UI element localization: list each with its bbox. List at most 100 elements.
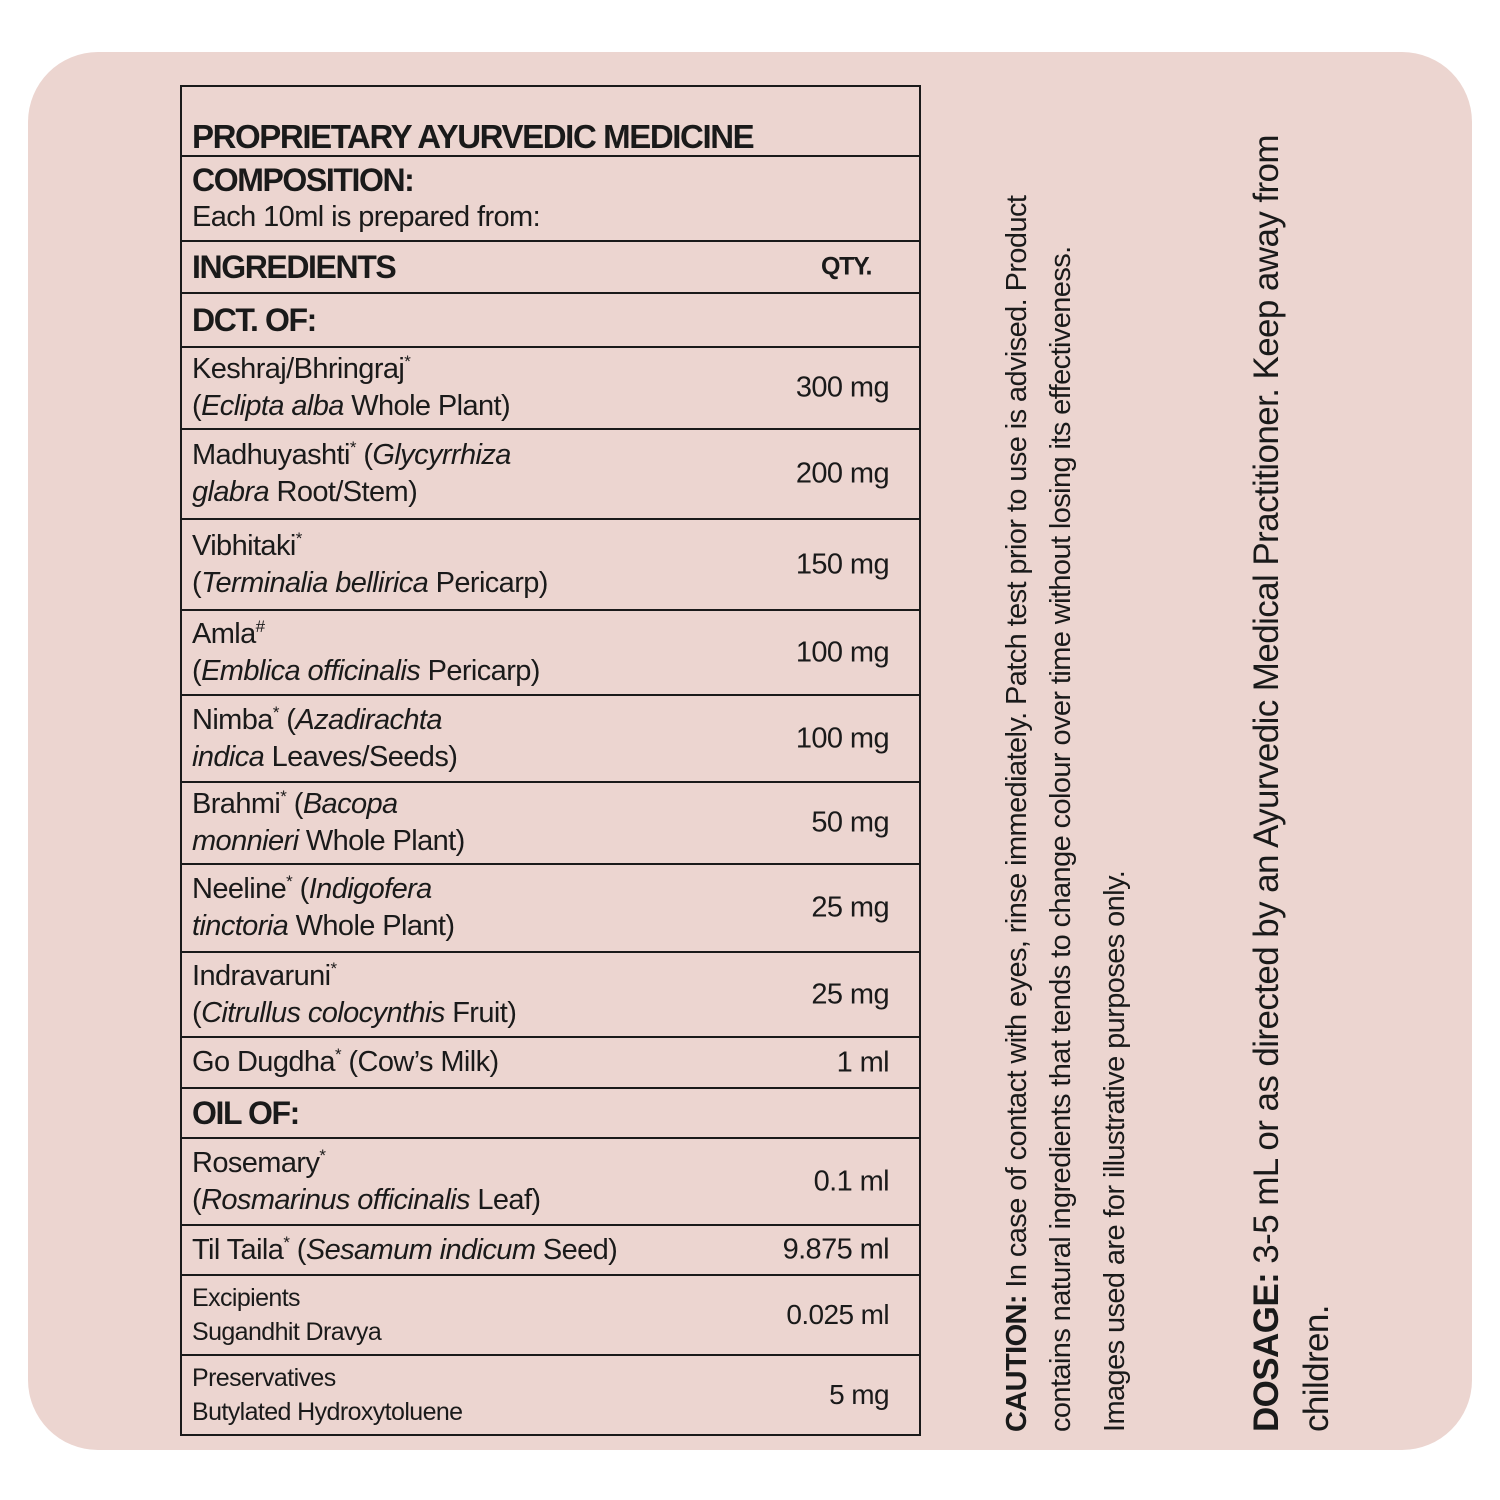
name-run: Leaves/Seeds) — [264, 740, 458, 773]
other-name: Excipients Sugandhit Dravya — [192, 1281, 382, 1349]
quantity: 1 ml — [836, 1046, 890, 1078]
name-run: ( — [292, 873, 310, 905]
name-run: Leaf) — [469, 1183, 541, 1216]
name-run: ( — [192, 390, 202, 422]
name-run: Til Taila — [192, 1233, 284, 1266]
name-run: Indravaruni — [192, 959, 331, 992]
name-line: (Rosmarinus officinalis Leaf) — [192, 1182, 541, 1219]
name-run: * — [349, 438, 357, 457]
name-run: * — [319, 1145, 326, 1165]
name-run: tinctoria — [192, 910, 289, 942]
name-line: monnieri Whole Plant) — [192, 823, 465, 860]
dosage-label: DOSAGE: — [1247, 1272, 1286, 1432]
name-line: Amla# — [192, 616, 540, 653]
name-run: * — [286, 872, 293, 891]
name-run: ( — [192, 654, 202, 687]
ingredient-row: Til Taila* (Sesamum indicum Seed) 9.875 m… — [182, 1226, 919, 1276]
ingredient-name: Madhuyashti* (Glycyrrhiza glabra Root/Ste… — [192, 437, 511, 511]
name-run: # — [255, 616, 265, 636]
name-run: Eclipta alba — [201, 390, 344, 422]
quantity: 50 mg — [811, 806, 889, 839]
name-line: Neeline* (Indigofera — [192, 871, 454, 908]
name-line: (Citrullus colocynthis Fruit) — [192, 995, 517, 1032]
name-run: ( — [355, 439, 373, 471]
name-run: * — [283, 1232, 290, 1252]
dosage-block: DOSAGE: 3-5 mL or as directed by an Ayur… — [1242, 112, 1342, 1432]
quantity: 200 mg — [795, 457, 890, 490]
name-run: * — [334, 1045, 342, 1064]
name-run: (Cow’s Milk) — [340, 1046, 499, 1078]
quantity: 25 mg — [811, 978, 889, 1010]
caution-text: In case of contact with eyes, rinse imme… — [1001, 195, 1077, 1432]
name-run: ( — [278, 703, 296, 736]
ingredient-row: Amla# (Emblica officinalis Pericarp) 100 m… — [182, 611, 919, 696]
name-run: Nimba — [192, 703, 273, 736]
name-line: Madhuyashti* (Glycyrrhiza — [192, 437, 511, 474]
name-run: ( — [286, 788, 304, 820]
name-line: indica Leaves/Seeds) — [192, 739, 458, 776]
quantity: 0.1 ml — [813, 1165, 890, 1197]
name-run: Pericarp) — [428, 566, 549, 599]
ingredient-name: Brahmi* (Bacopa monnieri Whole Plant) — [192, 786, 465, 860]
name-run: monnieri — [192, 825, 299, 857]
other-line: Butylated Hydroxytoluene — [192, 1398, 463, 1426]
name-run: Rosmarinus officinalis — [201, 1183, 470, 1216]
label-panel — [28, 52, 1472, 1450]
name-line: Vibhitaki* — [192, 528, 548, 565]
ingredient-row: Keshraj/Bhringraj* (Eclipta alba Whole Pl… — [182, 348, 919, 430]
section-label: DCT. OF: — [192, 301, 317, 338]
ingredient-row: Go Dugdha* (Cow’s Milk) 1 ml — [182, 1038, 919, 1089]
name-run: glabra — [192, 476, 270, 508]
name-run: indica — [192, 740, 265, 773]
name-line: (Emblica officinalis Pericarp) — [192, 653, 540, 690]
name-run: Root/Stem) — [269, 476, 418, 508]
section-row: DCT. OF: — [182, 294, 919, 348]
name-run: Brahmi — [192, 788, 281, 820]
name-run: * — [295, 528, 303, 548]
qty-label: QTY. — [821, 252, 872, 281]
quantity: 9.875 ml — [782, 1233, 890, 1266]
name-line: tinctoria Whole Plant) — [192, 908, 455, 945]
other-row: Preservatives Butylated Hydroxytoluene 5 m… — [182, 1356, 919, 1434]
quantity: 100 mg — [795, 636, 890, 668]
ingredient-row: Nimba* (Azadirachta indica Leaves/Seeds) 1… — [182, 696, 919, 783]
name-run: Pericarp) — [420, 654, 541, 687]
composition-row: COMPOSITION: Each 10ml is prepared from: — [182, 157, 919, 242]
other-line: Excipients — [192, 1284, 301, 1312]
name-run: Citrullus colocynthis — [201, 996, 445, 1029]
name-run: Amla — [192, 617, 256, 650]
name-line: Til Taila* (Sesamum indicum Seed) — [192, 1232, 618, 1269]
ingredient-name: Go Dugdha* (Cow’s Milk) — [192, 1044, 499, 1081]
name-run: Whole Plant) — [298, 825, 465, 857]
ingredient-row: Vibhitaki* (Terminalia bellirica Pericarp… — [182, 520, 919, 611]
ingredient-row: Madhuyashti* (Glycyrrhiza glabra Root/Ste… — [182, 430, 919, 520]
ingredient-name: Neeline* (Indigofera tinctoria Whole Plan… — [192, 871, 455, 945]
name-run: Emblica officinalis — [201, 654, 421, 687]
name-run: Vibhitaki — [192, 529, 296, 562]
name-run: ( — [192, 1183, 202, 1216]
ingredient-name: Til Taila* (Sesamum indicum Seed) — [192, 1232, 618, 1269]
caution-label: CAUTION: — [1001, 1295, 1033, 1432]
composition-text: Each 10ml is prepared from: — [192, 200, 541, 233]
name-run: * — [280, 787, 287, 806]
section-row: OIL OF: — [182, 1089, 919, 1139]
ingredients-label: INGREDIENTS — [192, 248, 397, 285]
ingredient-name: Rosemary* (Rosmarinus officinalis Leaf) — [192, 1145, 541, 1219]
name-run: Whole Plant) — [288, 910, 455, 942]
quantity: 25 mg — [811, 891, 889, 924]
quantity: 300 mg — [795, 371, 890, 404]
note: Images used are for illustrative purpose… — [1099, 870, 1131, 1432]
other-row: Excipients Sugandhit Dravya 0.025 ml — [182, 1276, 919, 1356]
ingredient-row: Brahmi* (Bacopa monnieri Whole Plant) 50 m… — [182, 783, 919, 865]
name-run: Sesamum indicum — [305, 1233, 536, 1266]
header-row: INGREDIENTS QTY. — [182, 242, 919, 294]
name-run: * — [404, 352, 411, 371]
name-run: Terminalia bellirica — [201, 566, 429, 599]
quantity: 0.025 ml — [786, 1299, 889, 1330]
name-line: Go Dugdha* (Cow’s Milk) — [192, 1044, 499, 1081]
name-run: Seed) — [535, 1233, 618, 1266]
other-name: Preservatives Butylated Hydroxytoluene — [192, 1361, 463, 1429]
name-line: Brahmi* (Bacopa — [192, 786, 465, 823]
dosage-text: 3-5 mL or as directed by an Ayurvedic Me… — [1247, 135, 1336, 1432]
section-label: OIL OF: — [192, 1094, 300, 1131]
